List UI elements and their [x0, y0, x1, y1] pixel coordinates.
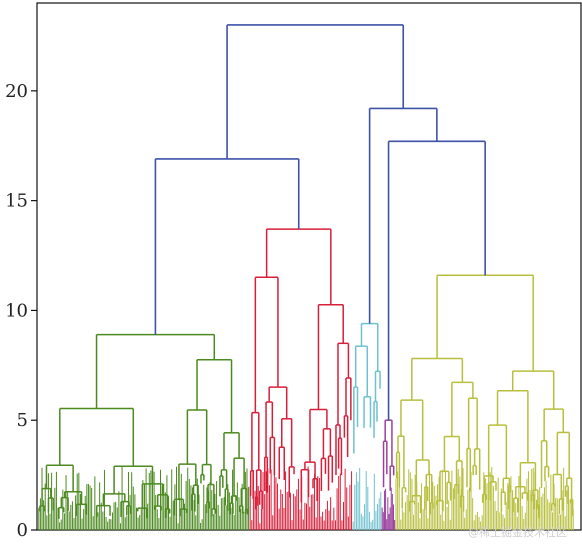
link-group	[154, 24, 486, 421]
cluster-olive	[395, 274, 574, 530]
cluster-cyan	[352, 322, 382, 530]
y-tick-label: 5	[17, 410, 28, 431]
plot-frame	[36, 2, 582, 531]
cluster-purple	[381, 419, 396, 530]
y-axis: 0 5 10 15 20	[5, 81, 37, 541]
y-tick-label: 0	[17, 520, 28, 541]
cluster-green	[38, 333, 250, 530]
y-tick-label: 20	[5, 81, 28, 102]
cluster-group	[38, 228, 574, 530]
watermark: @稀土掘金技术社区	[468, 525, 567, 539]
y-tick-label: 10	[5, 300, 28, 321]
y-tick-label: 15	[5, 191, 28, 212]
cluster-red	[249, 228, 353, 530]
